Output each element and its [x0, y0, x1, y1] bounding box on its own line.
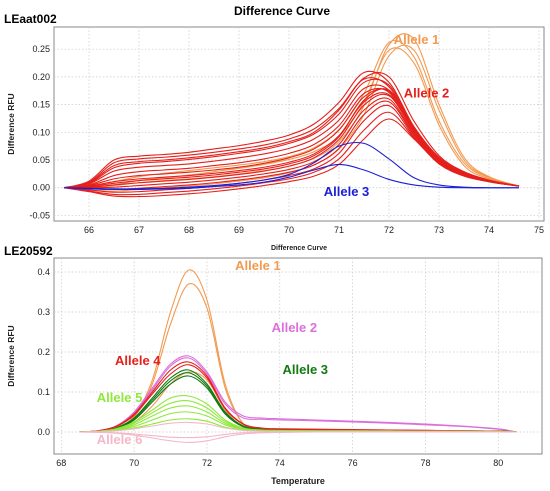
- x-tick-labels-bottom: 68 70 72 74 76 78 80: [56, 458, 503, 468]
- allele-6-curve: [79, 431, 517, 443]
- x-tick-labels-top: 66 67 68 69 70 71 72 73 74 75: [84, 225, 544, 235]
- allele-1-label: Allele 1: [394, 32, 440, 47]
- chart-panel-bottom: LE20592 0.0 0.1 0.2 0.3 0.4 68 70 72 74 76 78 80 A…: [4, 244, 543, 486]
- x-tick-label: 78: [420, 458, 430, 468]
- y-tick-label: 0.00: [32, 183, 50, 193]
- y-tick-label: 0.25: [32, 44, 50, 54]
- allele-6-label: Allele 6: [97, 432, 143, 447]
- allele-1-curve: [63, 39, 520, 189]
- y-tick-label: 0.2: [37, 347, 50, 357]
- curves-top: [63, 33, 520, 198]
- y-tick-label: 0.4: [37, 267, 50, 277]
- allele-5-label: Allele 5: [97, 390, 143, 405]
- x-tick-label: 68: [184, 225, 194, 235]
- allele-2-curve: [79, 355, 517, 433]
- x-tick-label: 74: [484, 225, 494, 235]
- x-tick-label: 66: [84, 225, 94, 235]
- panel-label-top: LEaat002: [4, 12, 57, 26]
- allele-2-curve: [79, 357, 517, 433]
- x-tick-label: 72: [384, 225, 394, 235]
- y-tick-label: 0.15: [32, 100, 50, 110]
- x-tick-label: 69: [234, 225, 244, 235]
- y-tick-labels-bottom: 0.0 0.1 0.2 0.3 0.4: [37, 267, 50, 437]
- allele-4-label: Allele 4: [115, 353, 161, 368]
- x-tick-label: 72: [202, 458, 212, 468]
- allele-2-curve: [63, 118, 520, 198]
- allele-1-label: Allele 1: [235, 258, 281, 273]
- y-tick-label: 0.05: [32, 155, 50, 165]
- annotations-top: Allele 1 Allele 2 Allele 3: [324, 32, 450, 199]
- x-tick-label: 74: [275, 458, 285, 468]
- x-tick-label: 70: [284, 225, 294, 235]
- panel-label-bottom: LE20592: [4, 244, 53, 258]
- y-tick-label: -0.05: [29, 210, 50, 220]
- allele-2-label: Allele 2: [272, 320, 318, 335]
- y-tick-label: 0.0: [37, 427, 50, 437]
- x-tick-label: 70: [129, 458, 139, 468]
- y-tick-label: 0.3: [37, 307, 50, 317]
- y-axis-label-bottom: Difference RFU: [6, 325, 16, 386]
- allele-4-curve: [79, 364, 517, 433]
- curves-bottom: [79, 269, 517, 443]
- allele-2-label: Allele 2: [404, 85, 450, 100]
- x-axis-label-bottom: Temperature: [271, 476, 325, 486]
- allele-3-curve: [63, 163, 519, 191]
- y-tick-label: 0.1: [37, 387, 50, 397]
- x-tick-label: 67: [134, 225, 144, 235]
- allele-3-label: Allele 3: [283, 362, 329, 377]
- allele-2-curve: [63, 78, 520, 189]
- chart-panel-top: LEaat002 -0.05 0.00 0.05 0.10 0.15 0.20 0.25 6…: [4, 12, 545, 252]
- y-tick-label: 0.20: [32, 72, 50, 82]
- figure-title: Difference Curve: [234, 4, 330, 18]
- y-tick-label: 0.10: [32, 127, 50, 137]
- x-tick-label: 76: [348, 458, 358, 468]
- annotations-bottom: Allele 1 Allele 2 Allele 3 Allele 4 Allele 5…: [97, 258, 328, 447]
- grid-top: [54, 27, 544, 221]
- x-tick-label: 71: [334, 225, 344, 235]
- x-tick-label: 80: [493, 458, 503, 468]
- allele-2-curve: [63, 88, 520, 189]
- x-axis-label-top: Difference Curve: [271, 245, 327, 252]
- allele-3-label: Allele 3: [324, 184, 370, 199]
- x-tick-label: 73: [434, 225, 444, 235]
- x-tick-label: 75: [534, 225, 544, 235]
- y-tick-labels-top: -0.05 0.00 0.05 0.10 0.15 0.20 0.25: [29, 44, 50, 220]
- y-axis-label-top: Difference RFU: [6, 93, 16, 154]
- allele-2-curve: [63, 72, 520, 189]
- allele-3-curve: [63, 141, 520, 190]
- x-tick-label: 68: [56, 458, 66, 468]
